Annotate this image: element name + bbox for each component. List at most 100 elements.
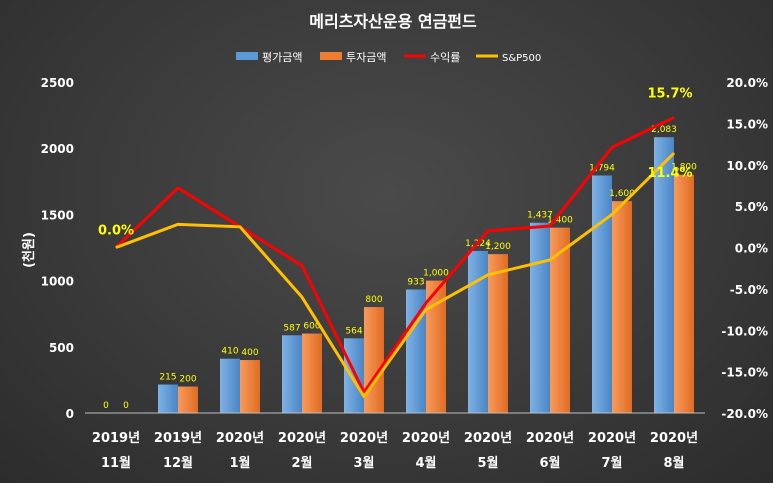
bar-value-label: 933 — [407, 277, 424, 287]
line-point — [239, 226, 241, 228]
bars — [158, 137, 694, 413]
legend-swatch-invest — [320, 52, 342, 60]
y2-tick-label: -20.0% — [721, 407, 768, 421]
bar-value-label: 564 — [345, 326, 362, 336]
line-return — [114, 116, 675, 394]
x-tick-month: 2월 — [291, 455, 312, 471]
bar-eval — [282, 335, 302, 413]
y2-tick-label: 20.0% — [726, 76, 768, 90]
bar-invest — [488, 254, 508, 413]
bar-invest — [612, 201, 632, 413]
bar-value-label: 587 — [283, 323, 300, 333]
y2-tick-label: 15.0% — [726, 117, 768, 131]
x-tick-month: 6월 — [539, 455, 560, 471]
y2-axis-ticks: -20.0% -15.0% -10.0% -5.0% 0.0% 5.0% 10.0% 15.0… — [721, 76, 768, 421]
line-point — [487, 230, 489, 232]
line-point — [611, 213, 613, 215]
y-tick-label: 500 — [49, 341, 74, 355]
line-point — [549, 225, 551, 227]
bar-invest — [178, 386, 198, 413]
x-tick-month: 11월 — [101, 455, 131, 471]
bar-value-label: 200 — [179, 375, 196, 385]
bar-eval — [530, 222, 550, 413]
bar-value-label: 1,800 — [671, 163, 697, 173]
bar-value-label: 1,000 — [423, 269, 449, 279]
annotations: 0.0% 15.7% 11.4% — [98, 87, 693, 239]
bar-invest — [302, 333, 322, 413]
y2-tick-label: 10.0% — [726, 159, 768, 173]
y-tick-label: 0 — [66, 407, 74, 421]
bar-value-label: 600 — [303, 322, 320, 332]
x-tick-year: 2020년 — [278, 431, 326, 446]
line-point — [301, 296, 303, 298]
y-tick-label: 2500 — [41, 76, 74, 90]
lines — [114, 116, 676, 398]
bar-value-label: 215 — [159, 373, 176, 383]
bar-invest — [364, 307, 384, 413]
line-point — [673, 152, 675, 154]
y2-tick-label: -5.0% — [730, 283, 768, 297]
bar-eval — [654, 137, 674, 413]
bar-invest — [550, 227, 570, 413]
chart-title: 메리츠자산운용 연금펀드 — [309, 12, 477, 31]
bar-value-label: 1,600 — [609, 189, 635, 199]
bar-eval — [406, 289, 426, 413]
bar-invest — [674, 174, 694, 413]
y2-tick-label: 0.0% — [735, 242, 768, 256]
line-point — [363, 391, 365, 393]
x-tick-year: 2020년 — [588, 431, 636, 446]
x-tick-month: 1월 — [229, 455, 250, 471]
line-sp500 — [115, 152, 676, 398]
bar-value-label: 800 — [365, 295, 382, 305]
legend-label-invest: 투자금액 — [346, 51, 386, 64]
x-axis-ticks: 2019년 11월 2019년 12월 2020년 1월 2020년 2월 2020년 3월 202… — [92, 431, 698, 471]
line-point — [611, 146, 613, 148]
line-point — [425, 309, 427, 311]
legend-label-eval: 평가금액 — [262, 51, 302, 64]
y-tick-label: 2000 — [41, 142, 74, 156]
line-point — [549, 259, 551, 261]
bar-eval — [468, 250, 488, 413]
x-tick-year: 2020년 — [650, 431, 698, 446]
x-tick-year: 2020년 — [340, 431, 388, 446]
annotation-label: 0.0% — [98, 224, 134, 239]
bar-invest — [240, 360, 260, 413]
bar-value-label: 1,200 — [485, 242, 511, 252]
bar-eval — [220, 358, 240, 413]
bar-eval — [158, 384, 178, 413]
x-tick-year: 2019년 — [154, 431, 202, 446]
x-tick-month: 7월 — [601, 455, 622, 471]
legend-label-sp500: S&P500 — [502, 53, 541, 64]
x-tick-month: 3월 — [353, 455, 374, 471]
line-point — [425, 302, 427, 304]
bar-eval — [592, 175, 612, 413]
x-tick-year: 2019년 — [92, 431, 140, 446]
line-point — [301, 265, 303, 267]
bar-value-label: 0 — [123, 401, 129, 411]
line-point — [115, 247, 117, 248]
line-point — [487, 274, 489, 276]
legend: 평가금액 투자금액 수익률 S&P500 — [236, 51, 541, 64]
bar-eval — [344, 338, 364, 413]
annotation-label: 15.7% — [647, 87, 692, 102]
legend-swatch-eval — [236, 52, 258, 60]
y2-tick-label: -10.0% — [721, 324, 768, 338]
line-point — [673, 117, 675, 119]
x-tick-year: 2020년 — [526, 431, 574, 446]
bar-value-label: 2,083 — [651, 125, 677, 135]
bar-value-label: 1,400 — [547, 216, 573, 226]
x-tick-year: 2020년 — [216, 431, 264, 446]
bar-value-label: 400 — [241, 348, 258, 358]
x-tick-month: 5월 — [477, 455, 498, 471]
x-tick-year: 2020년 — [464, 431, 512, 446]
x-tick-year: 2020년 — [402, 431, 450, 446]
bar-value-label: 0 — [103, 401, 109, 411]
bar-value-label: 1,794 — [589, 163, 615, 173]
y-tick-label: 1500 — [41, 208, 74, 222]
line-point — [363, 395, 365, 397]
x-tick-month: 12월 — [163, 455, 193, 471]
y-axis-label: (천원) — [22, 232, 37, 268]
y-tick-label: 1000 — [41, 275, 74, 289]
